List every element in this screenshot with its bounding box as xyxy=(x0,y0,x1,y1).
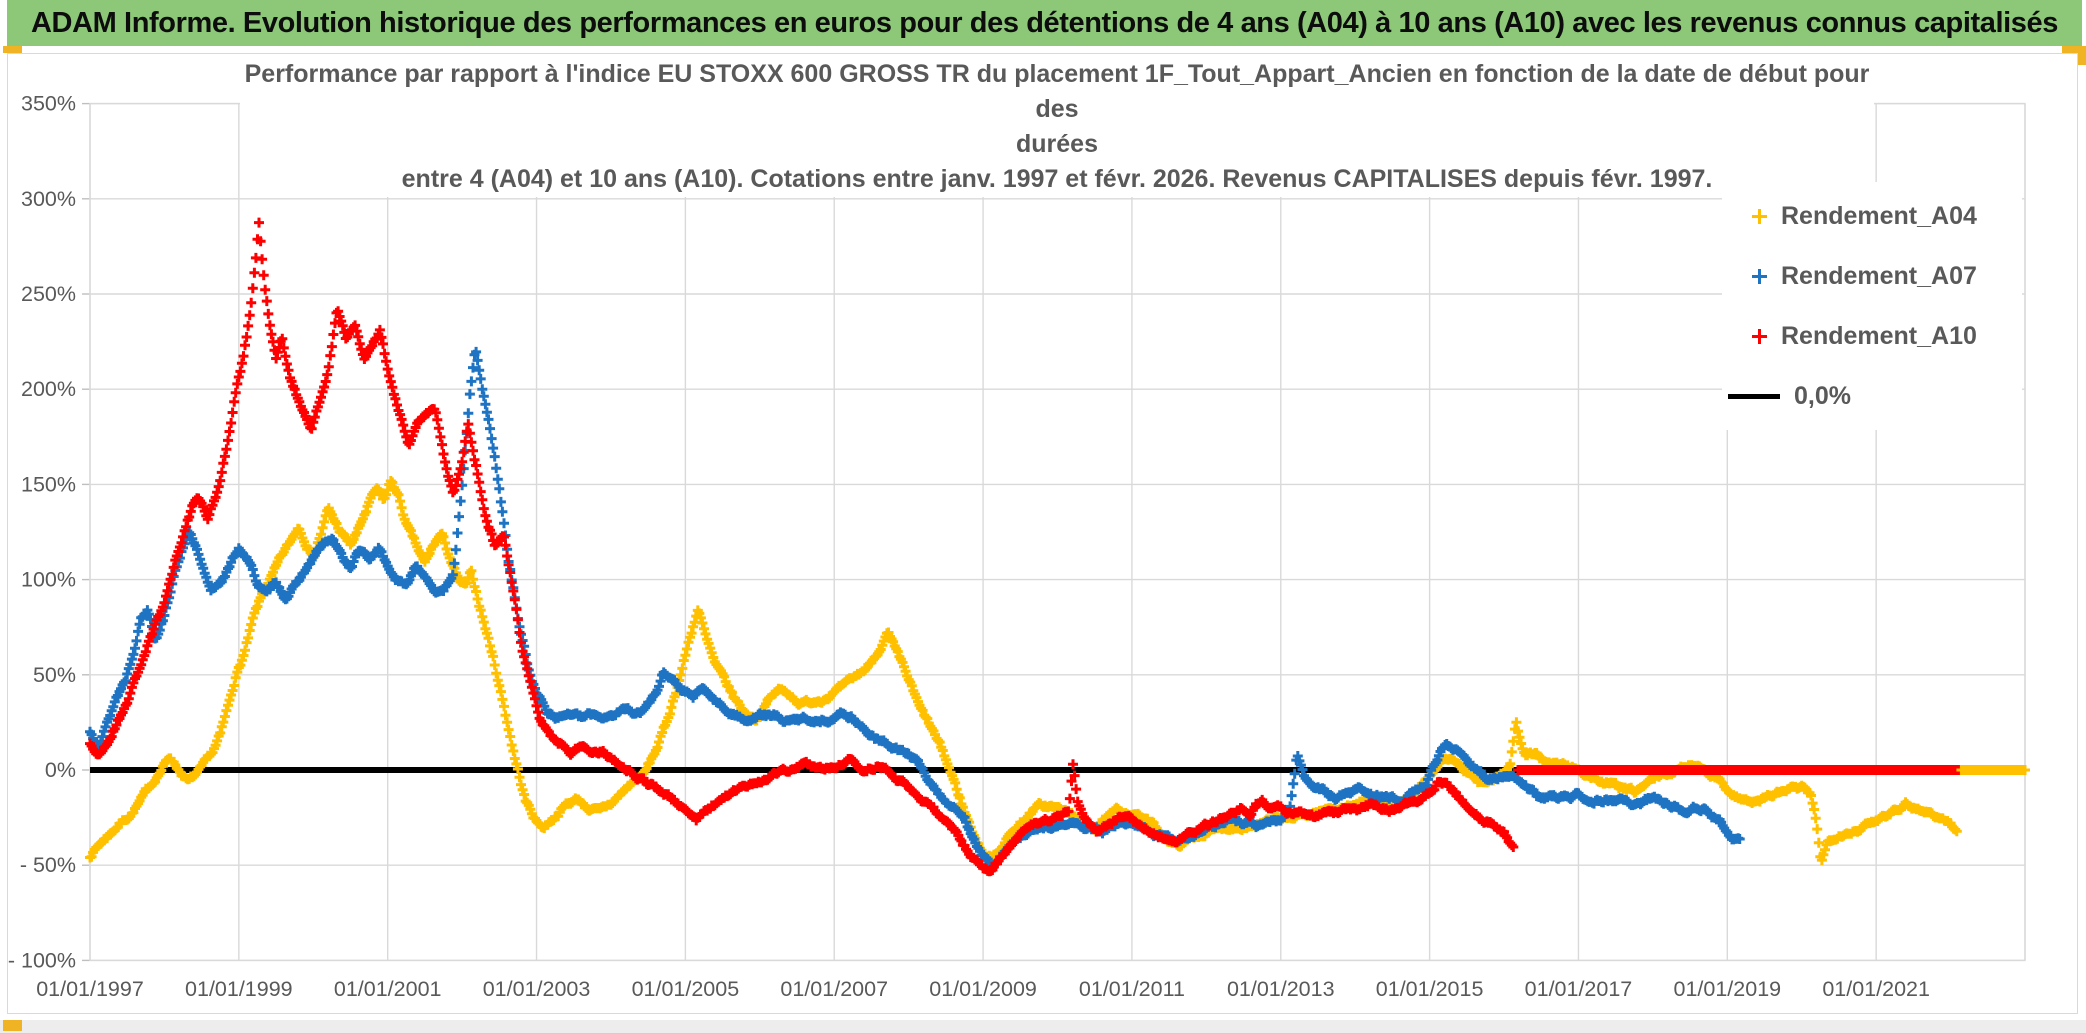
x-axis-label: 01/01/2007 xyxy=(780,977,888,1001)
banner: ADAM Informe. Evolution historique des p… xyxy=(7,0,2082,46)
y-axis-label: 100% xyxy=(21,568,76,592)
legend: Rendement_A04 Rendement_A07 Rendement_A1… xyxy=(1722,182,2022,430)
accent-tab-left xyxy=(3,46,22,53)
x-axis-label: 01/01/2009 xyxy=(929,977,1037,1001)
x-axis-label: 01/01/2005 xyxy=(632,977,740,1001)
x-axis-label: 01/01/2015 xyxy=(1376,977,1484,1001)
legend-label-a07: Rendement_A07 xyxy=(1781,261,1977,290)
zero-line-icon xyxy=(1728,393,1780,399)
x-axis-label: 01/01/2003 xyxy=(483,977,591,1001)
y-axis-label: 50% xyxy=(33,663,76,687)
y-axis-label: 150% xyxy=(21,472,76,496)
x-axis-label: 01/01/2019 xyxy=(1674,977,1782,1001)
legend-item-a10[interactable]: Rendement_A10 xyxy=(1722,306,2022,366)
y-axis-labels: 350% 300% 250% 200% 150% 100% 50% 0% - 50% - 100% xyxy=(8,92,76,973)
y-axis-label: - 50% xyxy=(20,853,76,877)
x-axis-label: 01/01/1999 xyxy=(185,977,293,1001)
x-axis-label: 01/01/2017 xyxy=(1525,977,1633,1001)
x-axis-label: 01/01/2001 xyxy=(334,977,442,1001)
banner-title: ADAM Informe. Evolution historique des p… xyxy=(31,6,2058,39)
y-axis-label: - 100% xyxy=(8,948,76,972)
plus-marker-icon xyxy=(1752,208,1767,224)
plus-marker-icon xyxy=(1752,268,1767,284)
sheet-bottom-strip[interactable] xyxy=(0,1018,2086,1034)
legend-item-zero-line[interactable]: 0,0% xyxy=(1722,366,2022,426)
legend-item-a07[interactable]: Rendement_A07 xyxy=(1722,246,2022,306)
legend-label-a04: Rendement_A04 xyxy=(1781,201,1977,230)
legend-item-a04[interactable]: Rendement_A04 xyxy=(1722,186,2022,246)
series-rendement-a04-zero-tail xyxy=(1956,765,2030,775)
y-axis-label: 0% xyxy=(45,758,76,782)
chart-title-line-1: Performance par rapport à l'indice EU ST… xyxy=(244,60,1870,123)
chart-title-line-3: entre 4 (A04) et 10 ans (A10). Cotations… xyxy=(401,165,1713,193)
accent-square-bottom-left xyxy=(3,1020,22,1031)
x-axis-labels: 01/01/1997 01/01/1999 01/01/2001 01/01/2003… xyxy=(36,977,1930,1001)
x-axis-label: 01/01/2013 xyxy=(1227,977,1335,1001)
chart-title-line-2: durées xyxy=(1016,130,1098,158)
series-rendement-a10-points xyxy=(85,217,2030,877)
y-axis-label: 250% xyxy=(21,282,76,306)
plus-marker-icon xyxy=(1752,328,1767,344)
y-axis-label: 350% xyxy=(21,92,76,116)
y-axis-label: 200% xyxy=(21,377,76,401)
x-axis-label: 01/01/2021 xyxy=(1822,977,1930,1001)
x-axis-label: 01/01/1997 xyxy=(36,977,144,1001)
chart-title: Performance par rapport à l'indice EU ST… xyxy=(240,57,1874,197)
legend-label-zero: 0,0% xyxy=(1794,381,1851,410)
x-axis-label: 01/01/2011 xyxy=(1079,977,1185,1001)
legend-label-a10: Rendement_A10 xyxy=(1781,321,1977,350)
series-rendement-a04-points xyxy=(85,476,2030,866)
y-axis-label: 300% xyxy=(21,187,76,211)
